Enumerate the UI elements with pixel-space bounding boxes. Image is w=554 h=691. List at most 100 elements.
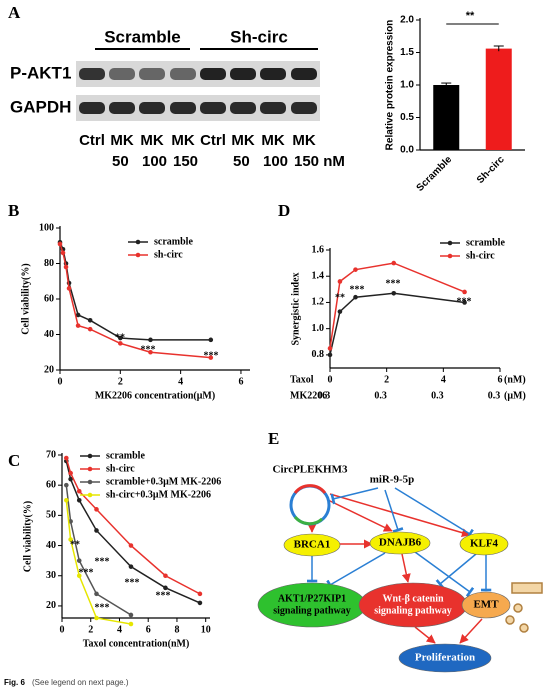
data-point [94,615,99,621]
node-label: miR-9-5p [370,474,415,486]
x-tick-label: 0 [58,376,63,387]
x-tick-label: 4 [178,376,183,387]
data-point [57,241,63,247]
x-row-value: 0.3 [431,390,444,401]
lane-label: Ctrl [79,132,105,149]
panel-label: A [8,3,21,22]
blot-group-label: Sh-circ [230,27,288,46]
annotation: *** [79,567,94,578]
x-tick-label: Sh-circ [475,154,507,186]
blot-band [291,68,317,80]
annotation: ** [466,10,475,22]
lane-label: Ctrl [200,132,226,149]
data-point [76,488,82,494]
data-point [197,600,203,606]
series-line [329,262,465,349]
lane-label: MK [231,132,254,149]
data-point [63,264,69,270]
node-label: CircPLEKHM3 [273,464,348,476]
y-tick-label: 20 [44,364,54,375]
y-tick-label: 0.5 [400,112,414,123]
edge [394,487,474,540]
x-axis-label: MK2206 concentration(μM) [95,390,215,401]
data-point [353,294,358,300]
blot-band [79,68,105,80]
data-point [94,507,99,512]
y-tick-label: 1.0 [312,323,325,334]
data-point [353,267,358,272]
blot-band [109,102,135,114]
data-point [208,355,214,360]
diagram-edges [289,484,543,644]
data-point [391,290,397,296]
annotation: *** [457,296,472,307]
legend-marker [87,479,93,485]
data-point [87,326,93,332]
y-axis-label: Relative protein expression [385,20,396,151]
y-tick-label: 1.4 [312,271,325,282]
cell-icon [513,603,523,613]
diagram-node [459,532,509,556]
lane-label: MK [140,132,163,149]
edge [401,553,411,583]
legend-label: scramble [466,237,505,248]
x-tick-label: 4 [117,624,122,635]
data-point [163,585,168,591]
blot-row-label: P-AKT1 [10,63,71,82]
node-label: Wnt-β catenin [382,593,444,604]
blot-band [139,102,165,114]
x-tick-label: Scramble [415,154,455,194]
x-row-unit: (nM) [504,374,526,385]
legend-marker [135,252,141,258]
data-point [76,558,82,563]
blot-band [170,102,196,114]
x-tick-label: 4 [441,374,446,385]
data-point [208,337,214,343]
x-tick-label: 2 [118,376,123,387]
blot-band [139,68,165,80]
blot-band [200,102,226,114]
blot-band [291,102,317,114]
x-tick-label: 6 [238,376,243,387]
data-point [128,612,134,618]
blot-band [200,68,226,80]
bar [433,85,460,150]
x-tick-label: 0 [328,374,333,385]
node-label: BRCA1 [294,539,331,551]
diagram-node [461,591,511,619]
panel-label: D [278,201,290,220]
circ-rna-arc [293,484,327,494]
annotation: *** [141,344,156,355]
annotation: *** [386,278,401,289]
node-label: Proliferation [415,652,475,664]
x-row-label: Taxol [290,374,314,385]
legend-label: sh-circ [154,249,183,260]
data-point [327,352,333,358]
legend-marker [87,466,93,472]
legend-label: scramble+0.3μM MK-2206 [106,476,221,487]
data-point [68,470,73,476]
cell-icon [519,623,529,633]
x-tick-label: 6 [498,374,503,385]
series-line [329,292,465,356]
data-point [197,591,203,597]
blot-band [260,68,286,80]
data-point [148,349,153,355]
y-tick-label: 0.8 [312,349,325,360]
lane-label: MK [171,132,194,149]
y-tick-label: 2.0 [400,15,414,26]
y-tick-label: 70 [46,449,56,460]
annotation: *** [95,556,110,567]
data-point [76,497,82,503]
lane-label: MK [110,132,133,149]
diagram-node [369,531,431,555]
diagram-node [283,533,341,557]
data-point [66,286,72,291]
data-point [128,621,134,627]
data-point [462,289,467,295]
x-axis-label: Taxol concentration(nM) [83,638,190,649]
blot-row-label: GAPDH [10,97,71,116]
legend-marker [87,453,93,459]
bar [485,48,512,150]
